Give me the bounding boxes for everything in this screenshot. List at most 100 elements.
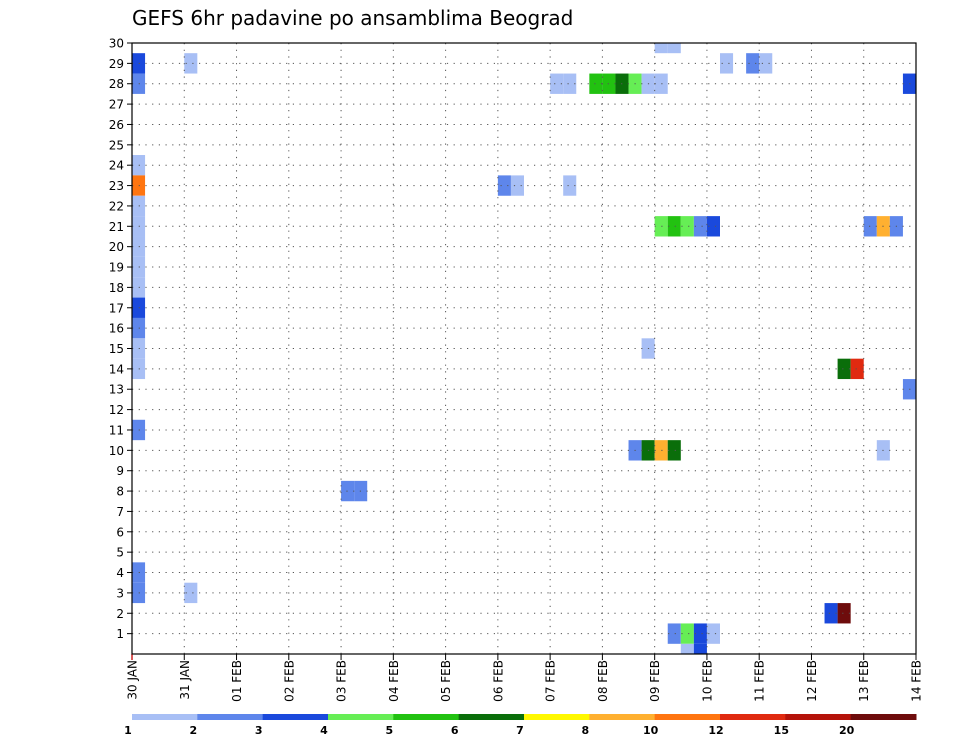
y-tick-label: 21 — [109, 220, 124, 234]
colorbar-swatch — [524, 714, 590, 720]
heatmap-cell — [132, 256, 146, 278]
y-tick-label: 24 — [109, 159, 124, 173]
colorbar-label: 12 — [708, 724, 723, 737]
heatmap-cell — [746, 53, 760, 74]
heatmap-cell — [184, 53, 198, 74]
grid-lines — [132, 43, 916, 654]
colorbar-label: 8 — [582, 724, 590, 737]
x-tick-label: 01 FEB — [230, 660, 244, 702]
y-tick-label: 12 — [109, 403, 124, 417]
x-tick-label: 05 FEB — [439, 660, 453, 702]
heatmap-cell — [654, 216, 668, 237]
chart-title: GEFS 6hr padavine po ansamblima Beograd — [132, 6, 573, 30]
y-axis: 1234567891011121314151617181920212223242… — [109, 37, 132, 641]
heatmap-cell — [184, 582, 198, 604]
y-tick-label: 11 — [109, 423, 124, 437]
colorbar-label: 15 — [774, 724, 789, 737]
heatmap-cell — [510, 175, 524, 196]
x-tick-label: 11 FEB — [753, 660, 767, 702]
heatmap-cell — [563, 73, 577, 94]
heatmap-cell — [341, 480, 355, 502]
y-tick-label: 10 — [109, 444, 124, 458]
x-tick-label: 08 FEB — [596, 660, 610, 702]
x-axis: 30 JAN 31 JAN 01 FEB 02 FEB 03 FEB 04 FEB 05 F… — [126, 654, 924, 702]
heatmap-cell — [497, 175, 511, 196]
heatmap-cell — [132, 317, 146, 339]
heatmap-cell — [759, 53, 773, 74]
y-tick-label: 5 — [116, 546, 124, 560]
heatmap-cell — [680, 643, 694, 654]
colorbar-swatch — [197, 714, 264, 720]
x-tick-label: 02 FEB — [282, 660, 296, 702]
y-tick-label: 13 — [109, 383, 124, 397]
heatmap-cell — [132, 195, 146, 217]
y-tick-label: 9 — [116, 464, 124, 478]
x-tick-label: 30 JAN — [126, 660, 140, 700]
colorbar-label: 7 — [516, 724, 524, 737]
colorbar-swatch — [328, 714, 394, 720]
colorbar-label: 2 — [190, 724, 198, 737]
colorbar-swatch — [458, 714, 525, 720]
colorbar-label: 6 — [451, 724, 459, 737]
colorbar-swatch — [262, 714, 329, 720]
y-tick-label: 2 — [116, 607, 124, 621]
heatmap-cell — [132, 358, 146, 380]
y-tick-label: 15 — [109, 342, 124, 356]
colorbar-swatch — [785, 714, 852, 720]
heatmap-cell — [132, 73, 146, 94]
heatmap-cell — [667, 440, 681, 461]
heatmap-cell — [589, 73, 603, 94]
heatmap-cell — [706, 216, 720, 237]
y-tick-label: 20 — [109, 240, 124, 254]
heatmap-cell — [132, 155, 146, 176]
heatmap-cell — [850, 358, 864, 380]
heatmap-cell — [132, 338, 146, 359]
y-tick-label: 16 — [109, 322, 124, 336]
x-tick-label: 31 JAN — [178, 660, 192, 700]
x-tick-label: 10 FEB — [700, 660, 714, 702]
colorbar-label: 5 — [386, 724, 394, 737]
heatmap-cell — [132, 53, 146, 74]
x-tick-label: 03 FEB — [335, 660, 349, 702]
heatmap-cell — [132, 175, 146, 196]
y-tick-label: 4 — [116, 566, 124, 580]
heatmap-cell — [667, 216, 681, 237]
heatmap-cell — [824, 603, 838, 624]
heatmap-cell — [132, 216, 146, 237]
heatmap-cell — [706, 623, 720, 644]
plot-frame — [131, 42, 917, 655]
heatmap-cell — [654, 440, 668, 461]
heatmap-cell — [563, 175, 577, 196]
colorbar-swatch — [132, 714, 198, 720]
heatmap-cell — [602, 73, 616, 94]
colorbar-swatch — [654, 714, 721, 720]
colorbar-label: 4 — [320, 724, 328, 737]
heatmap-cell — [863, 216, 877, 237]
x-tick-label: 06 FEB — [491, 660, 505, 702]
heatmap-cell — [654, 43, 668, 54]
y-tick-label: 18 — [109, 281, 124, 295]
heatmap-cell — [667, 43, 681, 54]
heatmap-cell — [680, 216, 694, 237]
y-tick-label: 14 — [109, 362, 124, 376]
heatmap-cell — [837, 603, 851, 624]
y-tick-label: 8 — [116, 485, 124, 499]
colorbar-swatch — [850, 714, 917, 720]
heatmap-cell — [654, 73, 668, 94]
heatmap-cell — [693, 216, 707, 237]
y-tick-label: 25 — [109, 138, 124, 152]
colorbar-label: 10 — [643, 724, 659, 737]
colorbar-swatch — [589, 714, 656, 720]
heatmap-cell — [720, 53, 734, 74]
heatmap-cell — [667, 623, 681, 644]
colorbar-label: 3 — [255, 724, 263, 737]
heatmap-cell — [132, 582, 146, 604]
y-tick-label: 6 — [116, 525, 124, 539]
heatmap-cell — [132, 277, 146, 298]
y-tick-label: 23 — [109, 179, 124, 193]
heatmap-cell — [132, 562, 146, 583]
y-tick-label: 3 — [116, 586, 124, 600]
x-tick-label: 04 FEB — [387, 660, 401, 702]
y-tick-label: 30 — [109, 37, 124, 51]
